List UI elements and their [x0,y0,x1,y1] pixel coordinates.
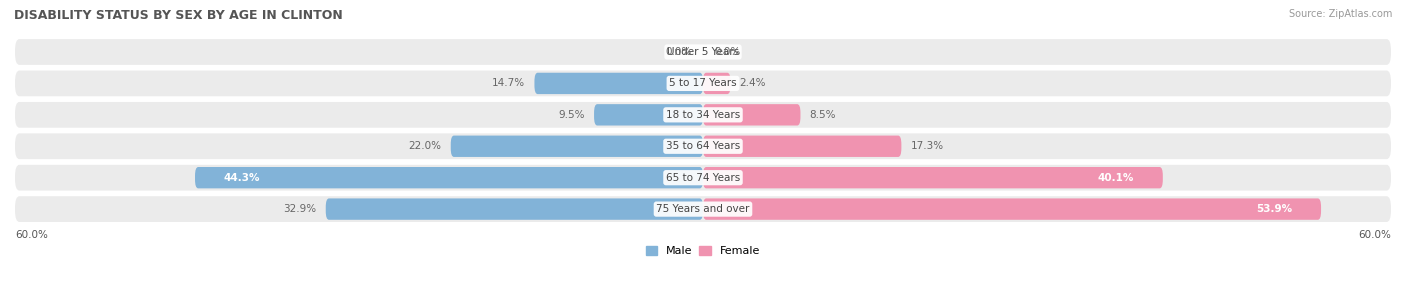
Text: 0.0%: 0.0% [665,47,692,57]
FancyBboxPatch shape [703,73,731,94]
FancyBboxPatch shape [534,73,703,94]
Text: 5 to 17 Years: 5 to 17 Years [669,78,737,88]
Text: 22.0%: 22.0% [409,141,441,151]
FancyBboxPatch shape [15,102,1391,128]
Text: Source: ZipAtlas.com: Source: ZipAtlas.com [1288,9,1392,19]
FancyBboxPatch shape [595,104,703,126]
FancyBboxPatch shape [15,133,1391,159]
Text: 44.3%: 44.3% [224,173,260,183]
Text: 2.4%: 2.4% [740,78,766,88]
FancyBboxPatch shape [703,199,1322,220]
FancyBboxPatch shape [15,71,1391,96]
Text: 18 to 34 Years: 18 to 34 Years [666,110,740,120]
Text: 32.9%: 32.9% [284,204,316,214]
Text: 17.3%: 17.3% [911,141,943,151]
Text: 60.0%: 60.0% [15,230,48,240]
Text: 60.0%: 60.0% [1358,230,1391,240]
Text: 65 to 74 Years: 65 to 74 Years [666,173,740,183]
Text: 14.7%: 14.7% [492,78,526,88]
Legend: Male, Female: Male, Female [641,241,765,261]
FancyBboxPatch shape [451,136,703,157]
FancyBboxPatch shape [703,104,800,126]
Text: 9.5%: 9.5% [558,110,585,120]
Text: 8.5%: 8.5% [810,110,837,120]
FancyBboxPatch shape [703,167,1163,188]
Text: 75 Years and over: 75 Years and over [657,204,749,214]
FancyBboxPatch shape [703,136,901,157]
Text: 53.9%: 53.9% [1257,204,1292,214]
Text: 40.1%: 40.1% [1098,173,1135,183]
FancyBboxPatch shape [15,196,1391,222]
Text: 0.0%: 0.0% [714,47,741,57]
FancyBboxPatch shape [326,199,703,220]
Text: 35 to 64 Years: 35 to 64 Years [666,141,740,151]
Text: DISABILITY STATUS BY SEX BY AGE IN CLINTON: DISABILITY STATUS BY SEX BY AGE IN CLINT… [14,9,343,22]
FancyBboxPatch shape [15,165,1391,191]
Text: Under 5 Years: Under 5 Years [666,47,740,57]
FancyBboxPatch shape [195,167,703,188]
FancyBboxPatch shape [15,39,1391,65]
